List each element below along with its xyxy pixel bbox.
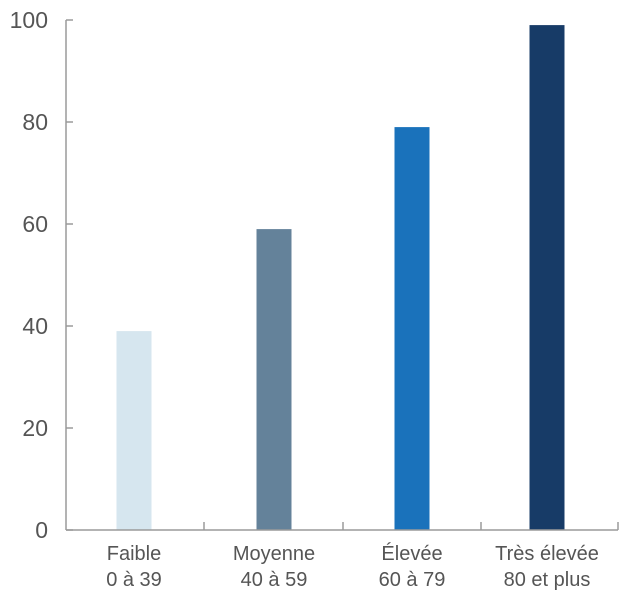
y-tick-labels: 0 20 40 60 80 100	[10, 7, 48, 543]
x-category-label: Faible 0 à 39	[106, 543, 162, 591]
y-tick-label: 20	[22, 415, 48, 441]
bar-4	[529, 25, 565, 530]
bar-2	[256, 229, 292, 530]
y-tick-label: 40	[22, 313, 48, 339]
y-tick-label: 0	[35, 517, 48, 543]
x-category-label: Très élevée 80 et plus	[495, 543, 599, 591]
y-tick-label: 60	[22, 211, 48, 237]
bar-1	[116, 331, 152, 530]
bars-group	[116, 25, 565, 530]
x-category-label: Moyenne 40 à 59	[233, 543, 315, 591]
bar-3	[394, 127, 430, 530]
axes-group	[65, 19, 619, 531]
y-tick-label: 100	[10, 7, 48, 33]
y-tick-label: 80	[22, 109, 48, 135]
x-category-label: Élevée 60 à 79	[379, 542, 446, 591]
x-tick-labels: Faible 0 à 39 Moyenne 40 à 59 Élevée 60 à 79 T…	[106, 542, 599, 591]
